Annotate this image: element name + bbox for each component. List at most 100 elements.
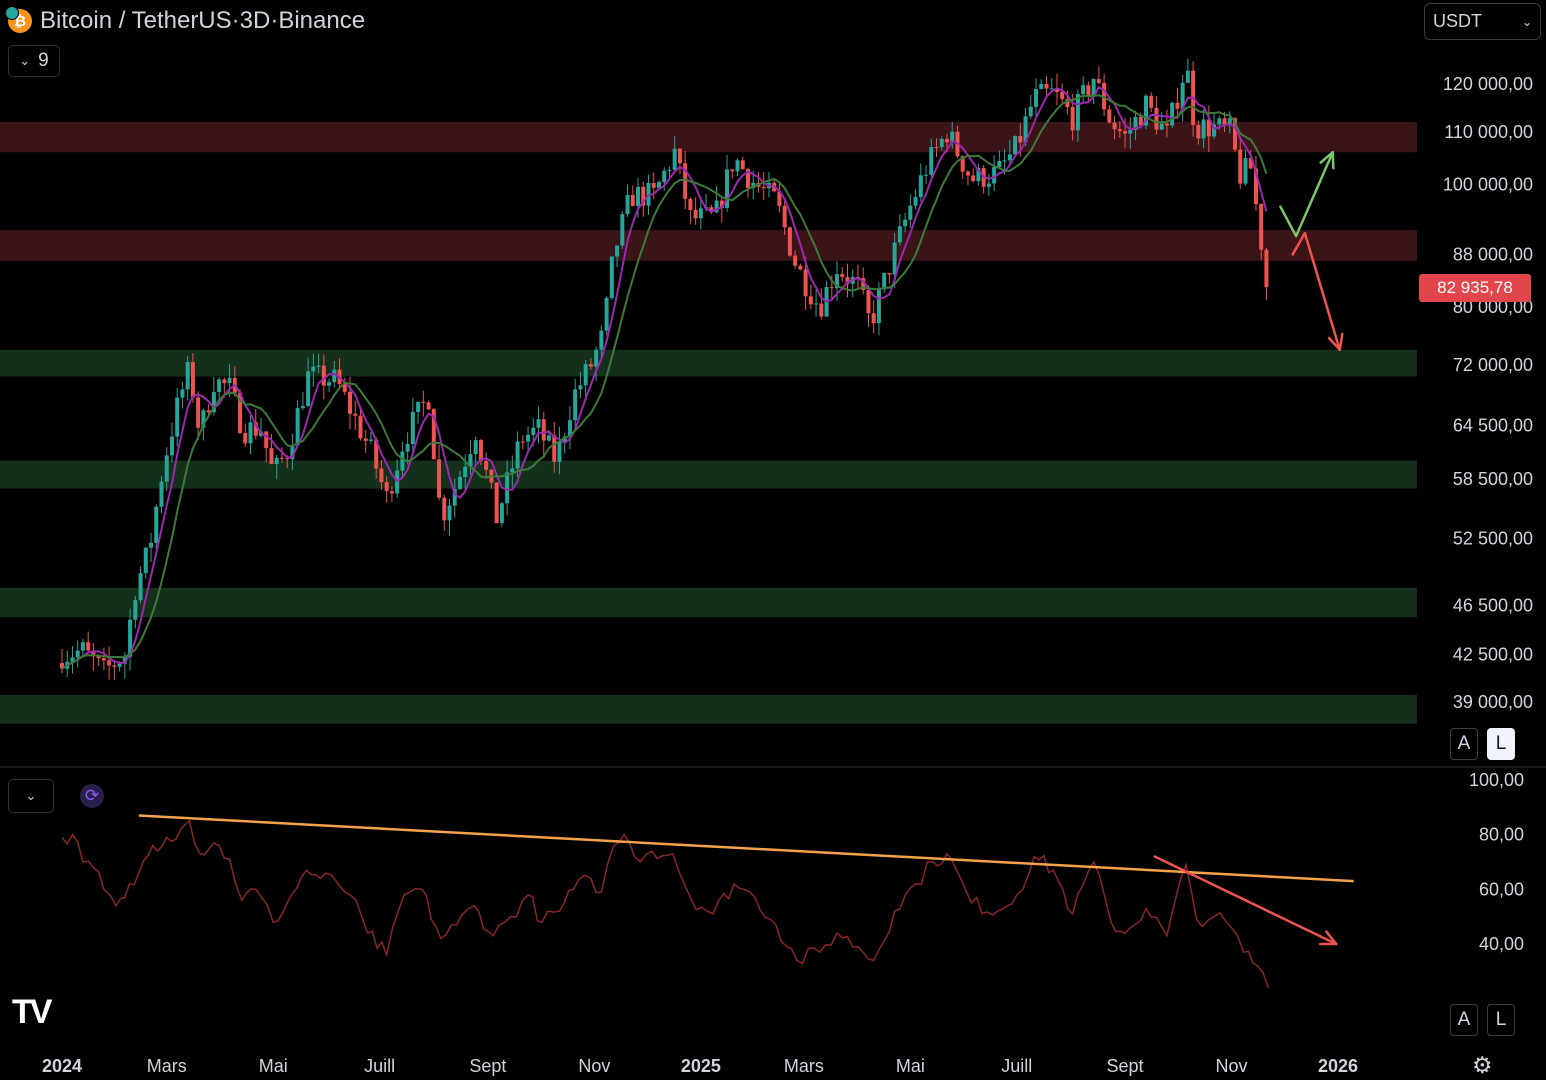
rsi-collapse-button[interactable]: ⌄ — [8, 779, 54, 813]
auto-scale-button-rsi[interactable]: A — [1450, 1004, 1478, 1036]
candle-body — [903, 219, 908, 227]
candle-body — [243, 432, 248, 444]
price-axis-label: 39 000,00 — [1453, 692, 1533, 712]
settings-gear-icon[interactable]: ⚙ — [1472, 1052, 1493, 1078]
candle-body — [1013, 136, 1018, 155]
candle-body — [447, 505, 452, 521]
candle-body — [1044, 83, 1049, 89]
rsi-trendline[interactable] — [138, 814, 1354, 883]
candle-body — [363, 438, 368, 441]
candle-body — [1238, 149, 1243, 184]
rsi-bear-arrow[interactable] — [1153, 855, 1338, 946]
candle-body — [1075, 94, 1080, 131]
candle-body — [547, 435, 552, 441]
resistance-zone[interactable] — [0, 230, 1417, 261]
candle-body — [484, 460, 489, 470]
candle-body — [578, 385, 583, 390]
candle-body — [196, 397, 201, 428]
support-zone[interactable] — [0, 587, 1417, 618]
candle-body — [604, 298, 609, 331]
support-zone[interactable] — [0, 349, 1417, 377]
support-zone[interactable] — [0, 694, 1417, 724]
candle-body — [997, 160, 1002, 168]
sync-icon[interactable]: ⟳ — [80, 784, 104, 808]
candle-body — [1180, 82, 1185, 109]
price-axis-label: 42 500,00 — [1453, 645, 1533, 665]
support-zone[interactable] — [0, 460, 1417, 489]
candle-body — [159, 481, 164, 507]
tradingview-logo-icon[interactable]: TV — [12, 993, 52, 1031]
candle-body — [725, 169, 730, 208]
candle-body — [1060, 91, 1065, 100]
candle-body — [1154, 107, 1159, 130]
candle-body — [651, 182, 656, 188]
candle-body — [463, 466, 468, 477]
candle-body — [431, 409, 436, 460]
candle-body — [416, 401, 421, 413]
candle-body — [290, 445, 295, 460]
candle-body — [630, 195, 635, 206]
candle-body — [91, 650, 96, 657]
candle-body — [714, 200, 719, 213]
currency-select[interactable]: USDT ⌄ — [1424, 3, 1541, 40]
time-axis-label: 2026 — [1318, 1056, 1358, 1076]
candle-body — [1253, 168, 1258, 205]
candle-body — [1049, 88, 1054, 90]
candle-body — [128, 619, 133, 657]
candle-body — [641, 186, 646, 206]
candle-body — [70, 657, 75, 662]
log-scale-button[interactable]: L — [1487, 728, 1515, 760]
candle-body — [122, 656, 127, 664]
log-scale-button-rsi[interactable]: L — [1487, 1004, 1515, 1036]
candle-body — [735, 160, 740, 172]
candle-body — [1149, 95, 1154, 108]
candle-body — [405, 444, 410, 452]
candle-body — [667, 169, 672, 171]
candle-body — [939, 138, 944, 148]
price-axis-label: 72 000,00 — [1453, 355, 1533, 375]
candle-body — [238, 392, 243, 433]
candle-body — [1175, 102, 1180, 109]
interval-label[interactable]: 3D — [239, 7, 271, 34]
resistance-zone[interactable] — [0, 121, 1417, 153]
candle-body — [536, 419, 541, 428]
candle-body — [1007, 154, 1012, 161]
candle-body — [730, 169, 735, 172]
candle-body — [1222, 118, 1227, 125]
candle-body — [499, 503, 504, 524]
candle-body — [1264, 249, 1269, 288]
candle-body — [588, 364, 593, 367]
bull-arrow[interactable] — [1279, 150, 1335, 238]
candle-body — [992, 167, 997, 184]
symbol-name[interactable]: Bitcoin / TetherUS — [40, 7, 232, 34]
candle-body — [861, 277, 866, 291]
candle-body — [300, 406, 305, 409]
indicators-toggle-button[interactable]: ⌄ 9 — [8, 45, 60, 77]
last-price-label: 82 935,78 — [1419, 274, 1531, 302]
time-axis-label: Juill — [1001, 1056, 1032, 1076]
candle-body — [609, 256, 614, 299]
candle-body — [1133, 116, 1138, 130]
candle-body — [1107, 109, 1112, 123]
time-axis-label: Nov — [578, 1056, 610, 1076]
candle-body — [389, 491, 394, 494]
candle-body — [384, 482, 389, 492]
candle-body — [452, 488, 457, 506]
candle-body — [279, 457, 284, 459]
candle-body — [154, 506, 159, 543]
candle-body — [295, 408, 300, 446]
candle-body — [149, 542, 154, 548]
candle-body — [374, 439, 379, 469]
candle-body — [1227, 118, 1232, 125]
auto-scale-button[interactable]: A — [1450, 728, 1478, 760]
candle-body — [1212, 124, 1217, 137]
candle-body — [60, 663, 64, 669]
candle-body — [1086, 85, 1091, 96]
candle-body — [1159, 123, 1164, 130]
candle-body — [442, 497, 447, 521]
price-axis-label: 46 500,00 — [1453, 595, 1533, 615]
chart-header: ₿ Bitcoin / TetherUS · 3D · Binance — [5, 6, 365, 36]
bear-arrow[interactable] — [1291, 231, 1341, 352]
candle-body — [1117, 129, 1122, 132]
